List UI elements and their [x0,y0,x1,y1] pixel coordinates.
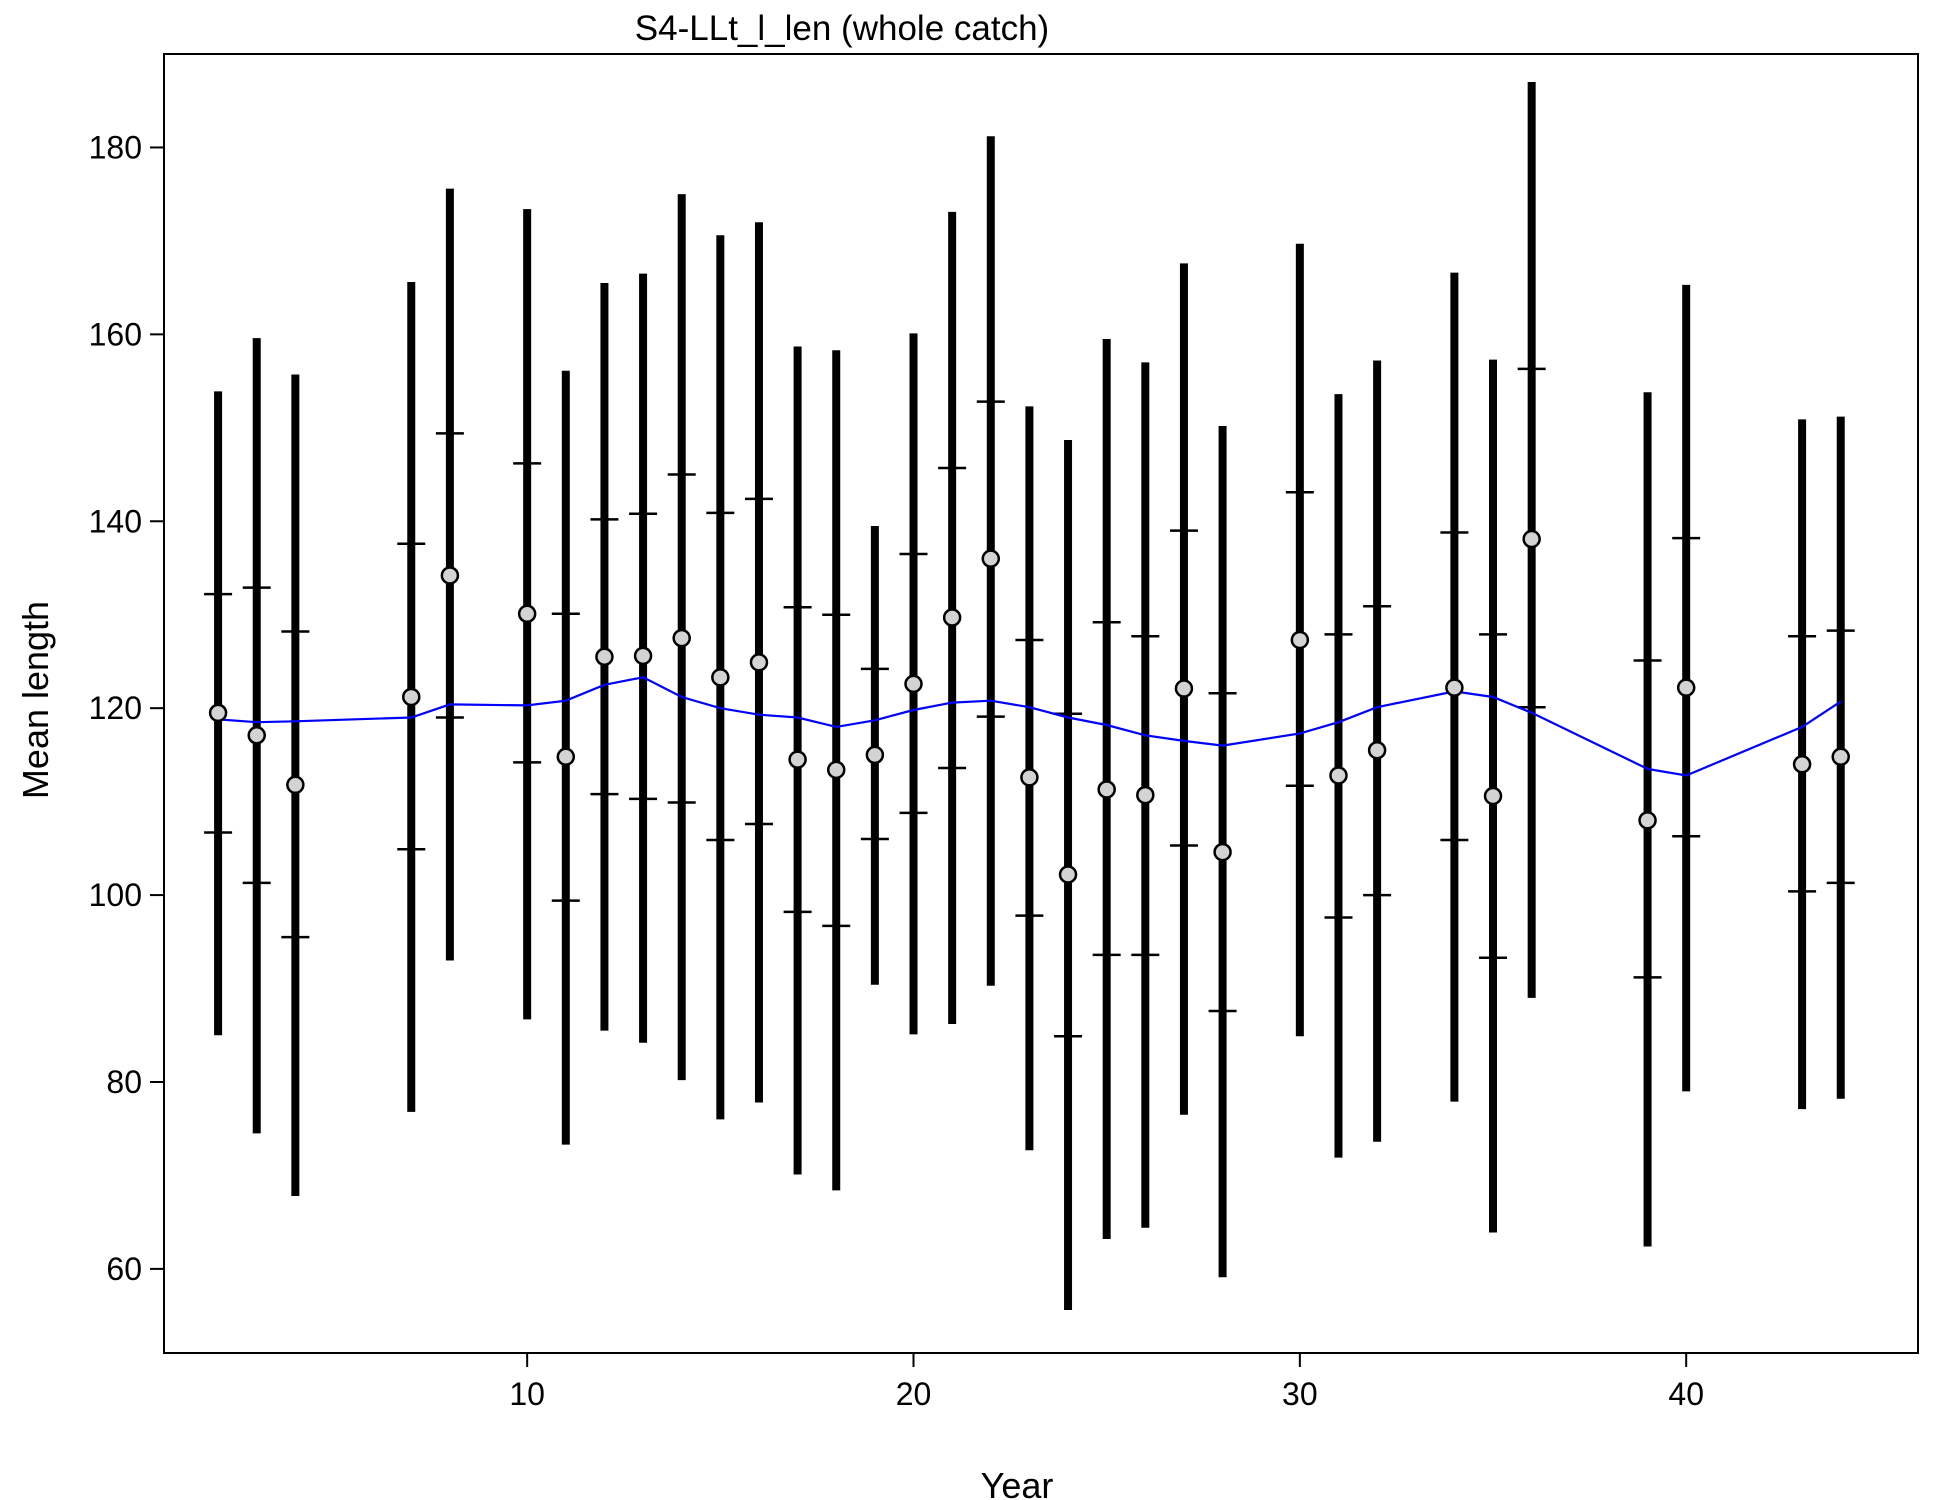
observed-point-21 [1136,785,1155,805]
chart-title: S4-LLt_l_len (whole catch) [635,9,1049,48]
expected-line [218,676,1842,777]
y-tick-label-6: 180 [89,129,142,165]
data-marks [204,82,1855,1311]
observed-point-16 [942,608,962,627]
observed-point-17 [981,549,1001,568]
observed-point-24 [1290,630,1310,650]
observed-point-6 [556,747,576,767]
observed-point-19 [1058,865,1078,884]
x-tick-label-3: 40 [1668,1376,1704,1412]
observed-point-22 [1174,679,1194,698]
observed-point-1 [247,726,266,745]
observed-point-4 [440,566,460,585]
x-axis-title: Year [981,1465,1054,1500]
observed-point-5 [517,604,537,624]
observed-point-32 [1792,754,1812,774]
observed-point-20 [1097,780,1116,799]
observed-point-10 [711,668,730,687]
observed-point-31 [1676,678,1696,697]
observed-point-2 [286,775,305,795]
y-axis-title: Mean length [15,601,56,799]
observed-point-9 [672,628,691,648]
x-tick-label-2: 30 [1282,1376,1318,1412]
observed-point-27 [1445,678,1464,697]
observed-point-7 [595,647,614,667]
y-tick-label-1: 80 [106,1064,142,1100]
y-tick-label-2: 100 [89,877,142,913]
y-tick-label-5: 160 [89,316,142,352]
observed-point-25 [1329,766,1348,785]
observed-point-26 [1367,740,1387,760]
observed-point-3 [402,687,421,707]
observed-point-30 [1638,811,1657,830]
x-axis: 10 20 30 40 [509,1353,1704,1412]
observed-point-28 [1483,786,1503,806]
y-tick-label-3: 120 [89,690,142,726]
observed-point-15 [904,674,923,694]
observed-point-0 [208,703,228,723]
y-tick-label-4: 140 [89,503,142,539]
x-tick-label-0: 10 [509,1376,545,1412]
observed-point-23 [1213,842,1232,862]
observed-point-33 [1831,747,1850,767]
observed-point-18 [1020,768,1039,787]
observed-point-12 [788,750,807,769]
observed-point-13 [826,760,846,780]
observed-point-11 [749,653,769,672]
y-tick-label-0: 60 [106,1251,142,1287]
observed-point-29 [1522,529,1541,549]
plot-frame [163,53,1919,1354]
y-axis: 60 80 100 120 140 160 180 [89,129,164,1287]
x-tick-label-1: 20 [896,1376,932,1412]
observed-point-14 [865,745,885,765]
observed-point-8 [633,646,653,666]
